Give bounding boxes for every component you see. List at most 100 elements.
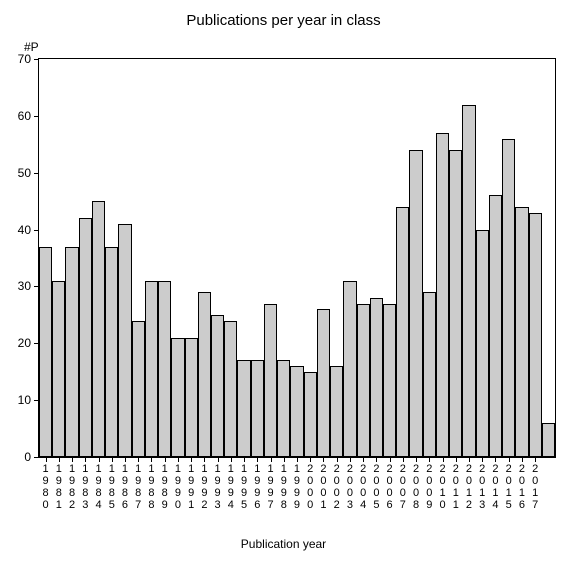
- ytick-label: 70: [18, 52, 31, 66]
- chart-title: Publications per year in class: [0, 12, 567, 29]
- xtick-mark: [416, 457, 417, 462]
- xtick-mark: [509, 457, 510, 462]
- bar: [65, 247, 78, 457]
- bar: [529, 213, 542, 457]
- xtick-label: 1982: [65, 463, 78, 511]
- xtick-label: 2001: [317, 463, 330, 511]
- bar: [237, 360, 250, 457]
- bar: [304, 372, 317, 457]
- xtick-label: 2005: [370, 463, 383, 511]
- xtick-mark: [522, 457, 523, 462]
- plot-area: 0102030405060701980198119821983198419851…: [38, 58, 556, 458]
- ytick-label: 60: [18, 109, 31, 123]
- xtick-mark: [310, 457, 311, 462]
- xtick-label: 2002: [330, 463, 343, 511]
- xtick-mark: [495, 457, 496, 462]
- xtick-mark: [443, 457, 444, 462]
- xtick-mark: [350, 457, 351, 462]
- xtick-label: 2006: [383, 463, 396, 511]
- bar: [436, 133, 449, 457]
- xtick-label: 2016: [515, 463, 528, 511]
- bar: [118, 224, 131, 457]
- xtick-mark: [99, 457, 100, 462]
- xtick-label: 1997: [264, 463, 277, 511]
- xtick-label: 2000: [304, 463, 317, 511]
- xtick-mark: [59, 457, 60, 462]
- ytick-label: 0: [24, 450, 31, 464]
- xtick-mark: [257, 457, 258, 462]
- xtick-label: 1980: [39, 463, 52, 511]
- bar: [105, 247, 118, 457]
- xtick-mark: [456, 457, 457, 462]
- ytick-mark: [34, 173, 39, 174]
- xtick-mark: [390, 457, 391, 462]
- bar: [52, 281, 65, 457]
- xtick-label: 1986: [118, 463, 131, 511]
- ytick-label: 10: [18, 393, 31, 407]
- bar: [158, 281, 171, 457]
- bar: [396, 207, 409, 457]
- xtick-mark: [204, 457, 205, 462]
- xtick-mark: [112, 457, 113, 462]
- xtick-label: 1989: [158, 463, 171, 511]
- bar: [449, 150, 462, 457]
- xtick-mark: [535, 457, 536, 462]
- ytick-label: 50: [18, 166, 31, 180]
- xtick-mark: [151, 457, 152, 462]
- xtick-mark: [482, 457, 483, 462]
- xtick-label: 2013: [476, 463, 489, 511]
- xtick-mark: [46, 457, 47, 462]
- xtick-mark: [165, 457, 166, 462]
- bar: [264, 304, 277, 458]
- xtick-mark: [297, 457, 298, 462]
- bar: [423, 292, 436, 457]
- xtick-mark: [231, 457, 232, 462]
- ytick-mark: [34, 116, 39, 117]
- ytick-label: 30: [18, 279, 31, 293]
- bar: [502, 139, 515, 457]
- bar: [79, 218, 92, 457]
- xtick-label: 1988: [145, 463, 158, 511]
- xtick-mark: [138, 457, 139, 462]
- xtick-label: 2003: [343, 463, 356, 511]
- bar: [317, 309, 330, 457]
- xtick-label: 2007: [396, 463, 409, 511]
- xtick-mark: [284, 457, 285, 462]
- xtick-mark: [403, 457, 404, 462]
- xtick-label: 2017: [529, 463, 542, 511]
- ytick-label: 20: [18, 336, 31, 350]
- xtick-label: 2015: [502, 463, 515, 511]
- xtick-label: 2004: [357, 463, 370, 511]
- xtick-label: 2009: [423, 463, 436, 511]
- xtick-mark: [85, 457, 86, 462]
- bar: [409, 150, 422, 457]
- xtick-mark: [178, 457, 179, 462]
- xtick-mark: [72, 457, 73, 462]
- xtick-label: 1983: [79, 463, 92, 511]
- bar: [489, 195, 502, 457]
- xtick-label: 1999: [290, 463, 303, 511]
- bar: [370, 298, 383, 457]
- x-axis-title: Publication year: [0, 537, 567, 551]
- xtick-label: 2010: [436, 463, 449, 511]
- xtick-label: 2011: [449, 463, 462, 511]
- bar: [277, 360, 290, 457]
- xtick-label: 1981: [52, 463, 65, 511]
- bar: [171, 338, 184, 457]
- bar: [211, 315, 224, 457]
- bar: [290, 366, 303, 457]
- bar: [357, 304, 370, 458]
- xtick-mark: [218, 457, 219, 462]
- xtick-label: 2008: [409, 463, 422, 511]
- xtick-mark: [429, 457, 430, 462]
- bar: [542, 423, 555, 457]
- xtick-label: 1987: [132, 463, 145, 511]
- bar: [39, 247, 52, 457]
- ytick-mark: [34, 59, 39, 60]
- bar: [476, 230, 489, 457]
- bar: [92, 201, 105, 457]
- bar: [251, 360, 264, 457]
- bar: [462, 105, 475, 458]
- xtick-label: 1992: [198, 463, 211, 511]
- xtick-label: 1984: [92, 463, 105, 511]
